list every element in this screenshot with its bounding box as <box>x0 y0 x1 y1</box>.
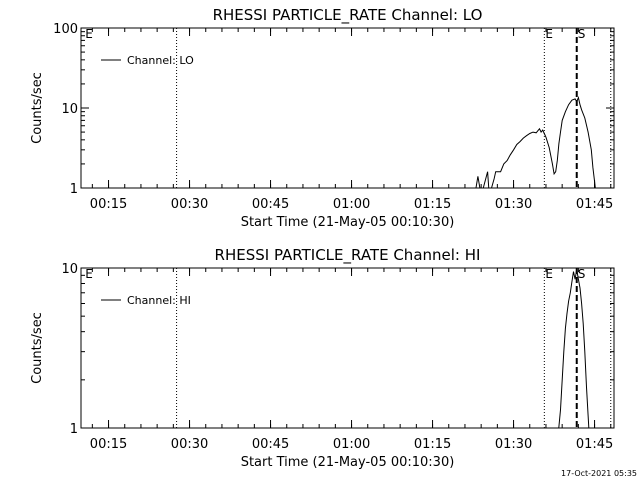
marker-label: S <box>578 267 586 281</box>
footer-timestamp: 17-Oct-2021 05:35 <box>561 469 637 478</box>
y-tick-label: 10 <box>61 262 78 277</box>
y-axis-label: Counts/sec <box>30 72 45 144</box>
x-axis-label: Start Time (21-May-05 00:10:30) <box>241 455 455 470</box>
series-line <box>558 269 590 428</box>
chart-title: RHESSI PARTICLE_RATE Channel: LO <box>213 6 483 25</box>
x-tick-label: 01:15 <box>414 437 451 452</box>
marker-label: E <box>545 267 553 281</box>
y-tick-label: 1 <box>70 422 78 437</box>
plot-frame <box>80 27 615 189</box>
x-tick-label: 01:00 <box>333 437 370 452</box>
marker-label: E <box>85 27 93 41</box>
hi-channel-panel: RHESSI PARTICLE_RATE Channel: HI Start Ti… <box>30 246 615 470</box>
x-tick-label: 00:15 <box>90 437 127 452</box>
x-tick-label: 01:45 <box>576 197 613 212</box>
lo-channel-panel: RHESSI PARTICLE_RATE Channel: LO Start Ti… <box>30 6 615 230</box>
marker-label: E <box>85 267 93 281</box>
y-tick-label: 100 <box>53 22 78 37</box>
x-tick-label: 01:15 <box>414 197 451 212</box>
y-axis-label: Counts/sec <box>30 312 45 384</box>
x-tick-label: 00:45 <box>252 437 289 452</box>
legend-entry: Channel: LO <box>127 54 194 67</box>
x-tick-label: 00:15 <box>90 197 127 212</box>
marker-label: S <box>578 27 586 41</box>
x-tick-label: 00:30 <box>171 437 208 452</box>
x-tick-label: 01:00 <box>333 197 370 212</box>
plot-frame <box>80 267 615 429</box>
x-axis-label: Start Time (21-May-05 00:10:30) <box>241 215 455 230</box>
x-tick-label: 01:30 <box>495 437 532 452</box>
chart-title: RHESSI PARTICLE_RATE Channel: HI <box>215 246 481 265</box>
x-tick-label: 01:30 <box>495 197 532 212</box>
marker-label: E <box>545 27 553 41</box>
series-line <box>475 95 596 188</box>
legend-entry: Channel: HI <box>127 294 191 307</box>
x-tick-label: 00:30 <box>171 197 208 212</box>
x-tick-label: 01:45 <box>576 437 613 452</box>
y-tick-label: 1 <box>70 182 78 197</box>
y-tick-label: 10 <box>61 102 78 117</box>
x-tick-label: 00:45 <box>252 197 289 212</box>
